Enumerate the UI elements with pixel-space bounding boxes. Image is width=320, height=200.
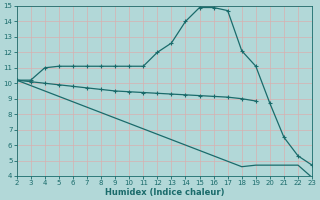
X-axis label: Humidex (Indice chaleur): Humidex (Indice chaleur) bbox=[105, 188, 224, 197]
